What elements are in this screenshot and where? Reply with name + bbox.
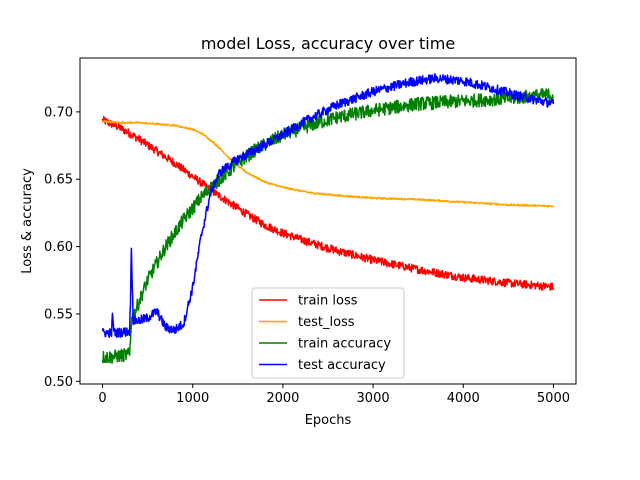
- series-line-3: [101, 73, 555, 339]
- y-tick-label: 0.50: [44, 375, 73, 390]
- y-tick-label: 0.65: [44, 173, 73, 188]
- legend-label: test_loss: [298, 315, 355, 330]
- x-tick-label: 2000: [266, 391, 299, 406]
- series-line-1: [102, 120, 555, 208]
- legend-label: test accuracy: [298, 358, 386, 373]
- y-tick-label: 0.60: [44, 240, 73, 255]
- x-tick-label: 4000: [447, 391, 480, 406]
- x-tick-label: 0: [98, 391, 106, 406]
- x-tick-label: 1000: [176, 391, 209, 406]
- legend-label: train loss: [298, 294, 358, 309]
- y-tick-label: 0.70: [44, 105, 73, 120]
- legend-box: [251, 287, 405, 379]
- series-line-0: [101, 115, 555, 291]
- legend-label: train accuracy: [298, 337, 391, 352]
- y-axis-label: Loss & accuracy: [20, 168, 35, 274]
- plot-frame: [79, 57, 577, 385]
- x-tick-label: 3000: [357, 391, 390, 406]
- chart-title: model Loss, accuracy over time: [201, 34, 455, 53]
- x-axis: 0 1000 2000 3000 4000 5000: [98, 384, 570, 406]
- series-layer: [101, 73, 555, 364]
- x-axis-label: Epochs: [305, 413, 352, 428]
- y-axis: 0.50 0.55 0.60 0.65 0.70: [44, 105, 80, 390]
- x-tick-label: 5000: [537, 391, 570, 406]
- y-tick-label: 0.55: [44, 307, 73, 322]
